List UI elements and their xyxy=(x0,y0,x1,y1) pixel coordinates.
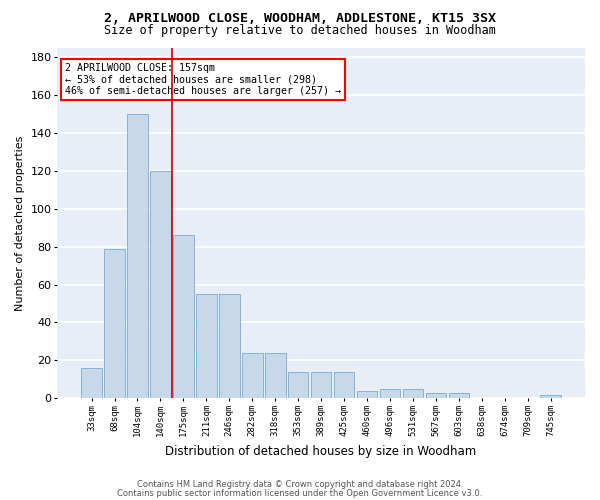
Text: 2 APRILWOOD CLOSE: 157sqm
← 53% of detached houses are smaller (298)
46% of semi: 2 APRILWOOD CLOSE: 157sqm ← 53% of detac… xyxy=(65,64,341,96)
Text: Size of property relative to detached houses in Woodham: Size of property relative to detached ho… xyxy=(104,24,496,37)
Bar xyxy=(242,353,263,399)
Bar xyxy=(265,353,286,399)
Text: Contains public sector information licensed under the Open Government Licence v3: Contains public sector information licen… xyxy=(118,488,482,498)
Bar xyxy=(403,389,423,398)
X-axis label: Distribution of detached houses by size in Woodham: Distribution of detached houses by size … xyxy=(166,444,477,458)
Bar xyxy=(150,171,171,398)
Bar xyxy=(104,248,125,398)
Bar xyxy=(334,372,355,398)
Bar xyxy=(380,389,400,398)
Bar xyxy=(219,294,239,399)
Bar xyxy=(425,392,446,398)
Bar xyxy=(311,372,331,398)
Y-axis label: Number of detached properties: Number of detached properties xyxy=(15,135,25,310)
Text: Contains HM Land Registry data © Crown copyright and database right 2024.: Contains HM Land Registry data © Crown c… xyxy=(137,480,463,489)
Bar xyxy=(449,392,469,398)
Bar xyxy=(541,394,561,398)
Bar xyxy=(357,391,377,398)
Bar xyxy=(81,368,102,398)
Bar xyxy=(127,114,148,399)
Bar xyxy=(288,372,308,398)
Bar xyxy=(196,294,217,399)
Text: 2, APRILWOOD CLOSE, WOODHAM, ADDLESTONE, KT15 3SX: 2, APRILWOOD CLOSE, WOODHAM, ADDLESTONE,… xyxy=(104,12,496,26)
Bar xyxy=(173,236,194,398)
